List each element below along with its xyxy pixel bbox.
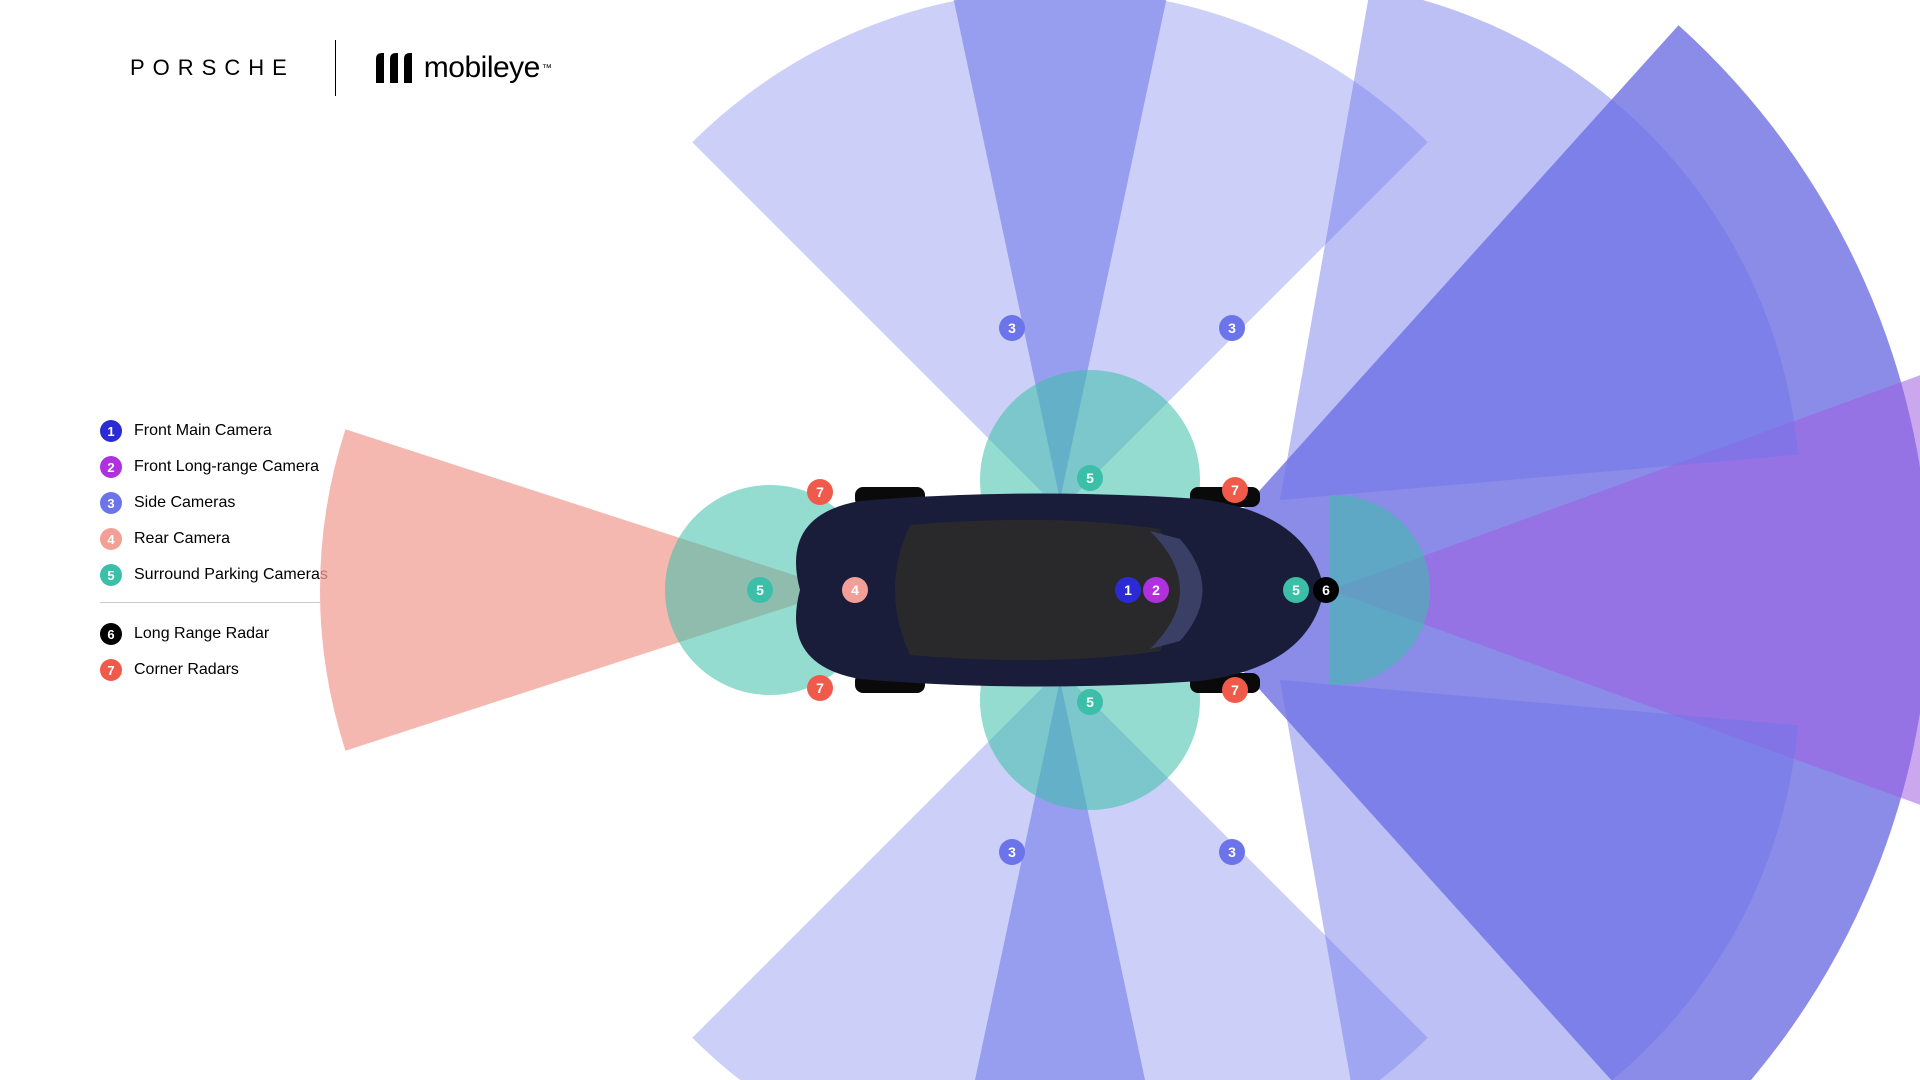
- sensor-badge: 3: [1219, 839, 1245, 865]
- sensor-badge: 5: [1077, 689, 1103, 715]
- sensor-badge: 7: [807, 675, 833, 701]
- sensor-badge: 7: [1222, 677, 1248, 703]
- sensor-badge: 3: [1219, 315, 1245, 341]
- sensor-badge: 3: [999, 315, 1025, 341]
- sensor-badge: 7: [1222, 477, 1248, 503]
- sensor-badge: 3: [999, 839, 1025, 865]
- sensor-badge: 4: [842, 577, 868, 603]
- sensor-badge: 5: [1283, 577, 1309, 603]
- sensor-badge: 7: [807, 479, 833, 505]
- sensor-badge: 1: [1115, 577, 1141, 603]
- sensor-badge: 2: [1143, 577, 1169, 603]
- sensor-badge: 6: [1313, 577, 1339, 603]
- sensor-badge: 5: [1077, 465, 1103, 491]
- sensor-coverage-diagram: [0, 0, 1920, 1080]
- sensor-badge: 5: [747, 577, 773, 603]
